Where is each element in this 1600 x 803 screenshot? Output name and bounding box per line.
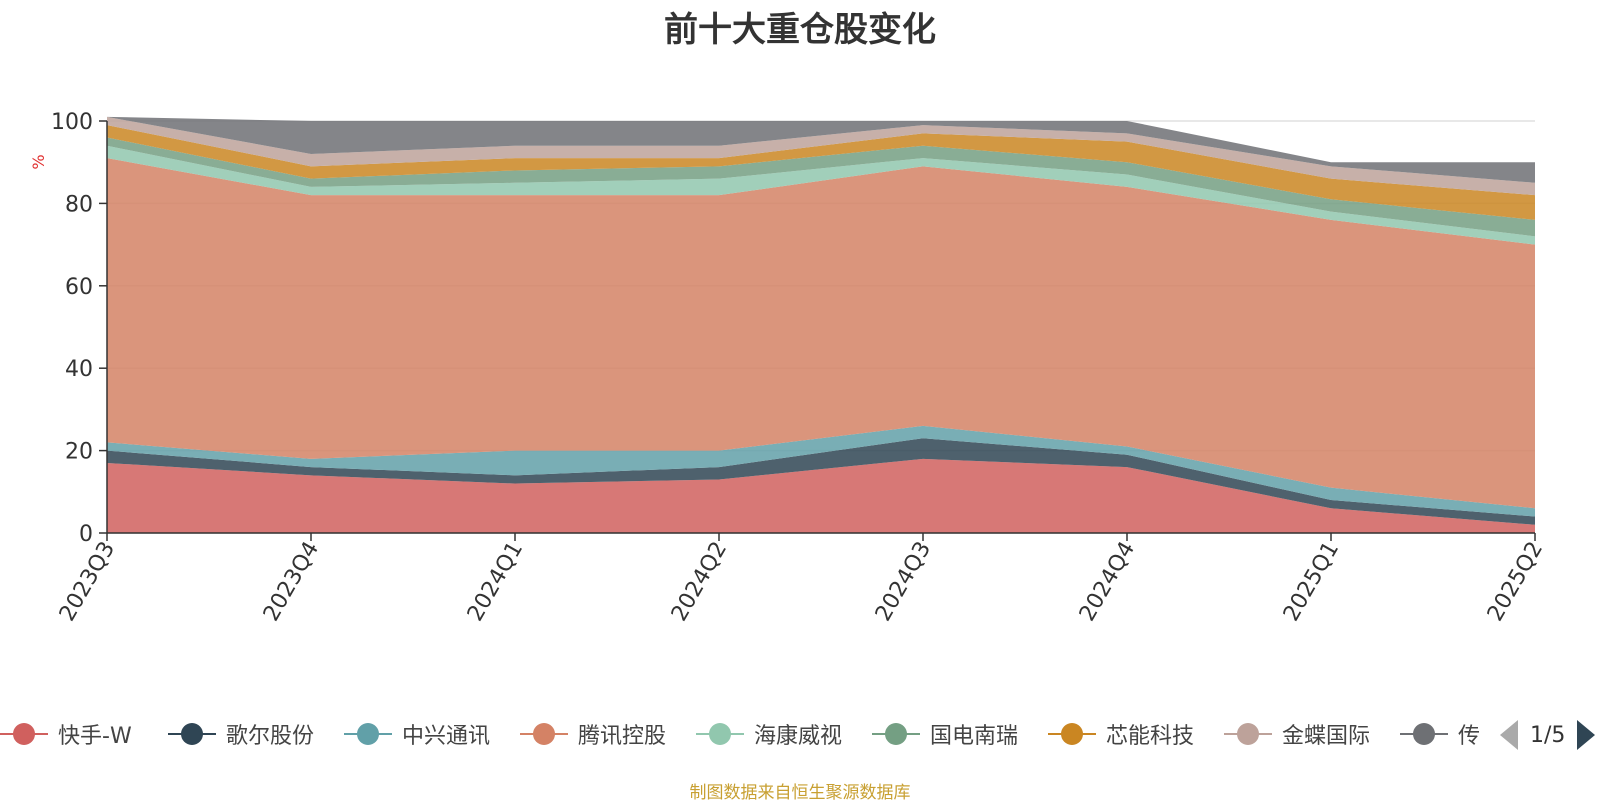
legend-swatch-icon bbox=[0, 722, 48, 746]
series-area-7 bbox=[107, 116, 1535, 196]
series-areas bbox=[107, 116, 1535, 533]
legend-items: 快手-W 歌尔股份 中兴通讯 腾讯控股 海康威视 国电南瑞 芯能科技 金蝶国际 传音控股 bbox=[0, 714, 1480, 754]
series-area-2 bbox=[107, 425, 1535, 517]
legend-swatch-icon bbox=[344, 722, 392, 746]
chart-title: 前十大重仓股变化 bbox=[664, 10, 936, 50]
legend-label: 腾讯控股 bbox=[578, 724, 667, 749]
x-tick-label-5: 2024Q4 bbox=[1075, 538, 1140, 626]
legend-label: 快手-W bbox=[58, 724, 132, 749]
series-area-1 bbox=[107, 438, 1535, 525]
legend-item-7[interactable]: 金蝶国际 bbox=[1224, 714, 1370, 754]
x-tick-label-4: 2024Q3 bbox=[871, 538, 936, 626]
legend-label: 歌尔股份 bbox=[226, 724, 315, 749]
legend-item-5[interactable]: 国电南瑞 bbox=[872, 714, 1018, 754]
legend-swatch-icon bbox=[1048, 722, 1096, 746]
legend-item-1[interactable]: 歌尔股份 bbox=[168, 714, 314, 754]
y-tick-label-3: 60 bbox=[65, 275, 93, 300]
legend-label: 海康威视 bbox=[754, 724, 843, 749]
legend-item-4[interactable]: 海康威视 bbox=[696, 714, 842, 754]
legend-swatch-icon bbox=[1400, 722, 1448, 746]
legend-pager: 1/5 bbox=[1500, 717, 1596, 753]
legend-swatch-icon bbox=[696, 722, 744, 746]
legend-item-0[interactable]: 快手-W bbox=[0, 714, 132, 754]
legend-next-page-icon[interactable] bbox=[1577, 720, 1596, 750]
x-tick-label-6: 2025Q1 bbox=[1279, 538, 1344, 626]
series-area-4 bbox=[107, 145, 1535, 245]
legend-item-8[interactable]: 传音控股 bbox=[1400, 714, 1480, 754]
source-note: 制图数据来自恒生聚源数据库 bbox=[689, 783, 911, 803]
x-tick-label-1: 2023Q4 bbox=[259, 538, 324, 626]
legend-page-indicator: 1/5 bbox=[1530, 722, 1566, 748]
y-tick-label-4: 80 bbox=[65, 192, 93, 217]
x-tick-label-0: 2023Q3 bbox=[55, 538, 120, 626]
legend-swatch-icon bbox=[1224, 722, 1272, 746]
x-tick-label-3: 2024Q2 bbox=[667, 538, 732, 626]
legend-label: 中兴通讯 bbox=[402, 724, 491, 749]
series-area-5 bbox=[107, 137, 1535, 237]
legend-item-3[interactable]: 腾讯控股 bbox=[520, 714, 666, 754]
series-area-8 bbox=[107, 116, 1535, 183]
series-area-3 bbox=[107, 158, 1535, 509]
legend-item-2[interactable]: 中兴通讯 bbox=[344, 714, 490, 754]
legend-swatch-icon bbox=[872, 722, 920, 746]
series-area-6 bbox=[107, 125, 1535, 220]
legend-label: 国电南瑞 bbox=[930, 724, 1019, 749]
y-axis-label: % bbox=[29, 154, 48, 169]
legend-label: 传音控股 bbox=[1458, 724, 1480, 749]
x-tick-label-2: 2024Q1 bbox=[463, 538, 528, 626]
legend: 快手-W 歌尔股份 中兴通讯 腾讯控股 海康威视 国电南瑞 芯能科技 金蝶国际 传音控股 bbox=[0, 714, 1600, 754]
x-tick-label-7: 2025Q2 bbox=[1483, 538, 1548, 626]
legend-label: 芯能科技 bbox=[1106, 724, 1195, 749]
series-area-0 bbox=[107, 458, 1535, 533]
y-tick-label-1: 20 bbox=[65, 440, 93, 465]
y-tick-label-5: 100 bbox=[51, 110, 93, 135]
legend-label: 金蝶国际 bbox=[1282, 724, 1371, 749]
stacked-area-chart: 0 20 40 60 80 100 2023Q3 2023Q4 2024Q1 2024Q2 2024… bbox=[29, 110, 1548, 626]
legend-prev-page-icon[interactable] bbox=[1500, 720, 1518, 750]
y-tick-label-0: 0 bbox=[79, 522, 93, 547]
y-tick-label-2: 40 bbox=[65, 357, 93, 382]
legend-item-6[interactable]: 芯能科技 bbox=[1048, 714, 1194, 754]
legend-swatch-icon bbox=[168, 722, 216, 746]
legend-swatch-icon bbox=[520, 722, 568, 746]
